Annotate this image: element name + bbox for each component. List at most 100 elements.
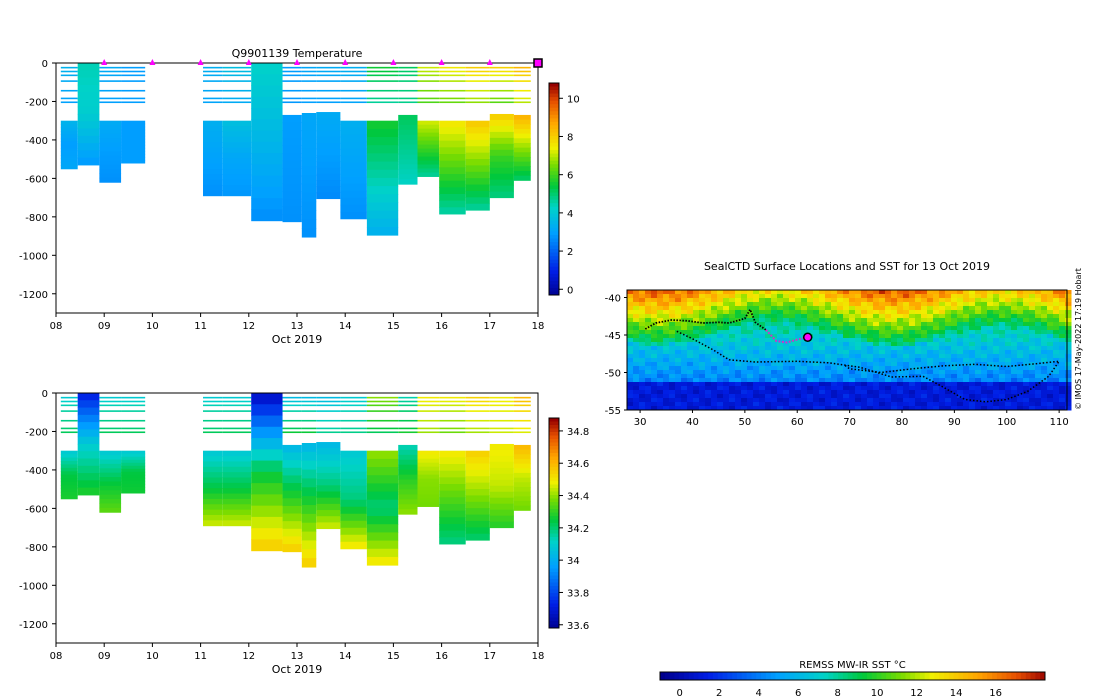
- colorbar-tick-label: 10: [567, 94, 580, 105]
- colorbar-segment: [549, 136, 559, 141]
- sst-cell: [1053, 310, 1060, 315]
- sst-cell: [969, 366, 976, 371]
- colorbar-segment: [549, 572, 559, 576]
- profile-cell: [251, 130, 283, 143]
- profile-cell: [77, 393, 100, 401]
- sst-cell: [663, 366, 670, 371]
- shallow-sample-line: [60, 396, 78, 399]
- profile-cell: [99, 477, 122, 482]
- colorbar-segment: [549, 280, 559, 285]
- shallow-sample-line: [301, 431, 317, 434]
- profile-cell: [301, 451, 317, 462]
- sst-cell: [975, 370, 982, 375]
- sst-cell: [747, 374, 754, 379]
- sst-cell: [945, 330, 952, 335]
- sst-cell: [819, 370, 826, 375]
- sst-cell: [1023, 370, 1030, 375]
- sst-cell: [729, 330, 736, 335]
- profile-cell: [282, 191, 302, 200]
- sst-cell: [645, 294, 652, 299]
- sst-cell: [681, 294, 688, 299]
- sst-cell: [681, 290, 688, 295]
- sst-cell: [735, 338, 742, 343]
- sst-cell: [1005, 330, 1012, 335]
- sst-cell: [759, 294, 766, 299]
- profile-cell: [222, 136, 252, 143]
- map-colorbar-segment: [684, 672, 690, 680]
- sst-cell: [1041, 362, 1048, 367]
- sst-cell: [1029, 406, 1036, 411]
- sst-cell: [1047, 386, 1054, 391]
- profile-cell: [301, 496, 317, 506]
- shallow-sample-line: [439, 70, 466, 73]
- sst-cell: [657, 378, 664, 383]
- sst-cell: [741, 310, 748, 315]
- profile-cell: [203, 477, 223, 484]
- profile-cell: [316, 510, 341, 517]
- sst-cell: [927, 310, 934, 315]
- sst-cell: [675, 290, 682, 295]
- sst-cell: [1023, 354, 1030, 359]
- profile-cell: [282, 206, 302, 215]
- profile-cell: [417, 124, 440, 130]
- sst-cell: [837, 314, 844, 319]
- sst-cell: [933, 338, 940, 343]
- sst-cell: [711, 394, 718, 399]
- sst-cell: [687, 342, 694, 347]
- sst-cell: [879, 338, 886, 343]
- sst-cell: [639, 390, 646, 395]
- profile-cell: [417, 136, 440, 142]
- sst-cell: [831, 370, 838, 375]
- sst-cell: [1053, 394, 1060, 399]
- profile-cell: [316, 130, 341, 138]
- sst-cell: [807, 354, 814, 359]
- sst-cell: [723, 330, 730, 335]
- profile-cell: [465, 203, 490, 211]
- sst-cell: [627, 294, 634, 299]
- shallow-sample-line: [222, 66, 252, 69]
- sst-cell: [735, 346, 742, 351]
- sst-cell: [957, 362, 964, 367]
- sst-cell: [1029, 294, 1036, 299]
- sst-cell: [999, 290, 1006, 295]
- sst-cell: [783, 346, 790, 351]
- sst-cell: [1011, 306, 1018, 311]
- sst-cell: [981, 322, 988, 327]
- sst-cell: [987, 326, 994, 331]
- sst-cell: [987, 366, 994, 371]
- sst-cell: [735, 318, 742, 323]
- sst-cell: [1035, 338, 1042, 343]
- shallow-sample-line: [398, 419, 418, 422]
- profile-cell: [203, 504, 223, 511]
- sst-cell: [891, 346, 898, 351]
- profile-cell: [251, 494, 283, 507]
- sst-cell: [855, 318, 862, 323]
- sst-cell: [687, 382, 694, 387]
- sst-cell: [831, 402, 838, 407]
- profile-cell: [222, 488, 252, 495]
- sst-cell: [975, 302, 982, 307]
- sst-cell: [645, 366, 652, 371]
- sst-cell: [651, 290, 658, 295]
- sst-cell: [969, 350, 976, 355]
- shallow-sample-line: [513, 410, 531, 412]
- profile-cell: [417, 478, 440, 484]
- shallow-sample-line: [398, 66, 418, 69]
- sst-cell: [711, 310, 718, 315]
- sst-cell: [1005, 290, 1012, 295]
- shallow-sample-line: [366, 70, 399, 73]
- sst-cell: [927, 298, 934, 303]
- profile-cell: [439, 193, 466, 202]
- sst-cell: [999, 298, 1006, 303]
- profile-cell: [60, 161, 78, 166]
- map-frame: [626, 289, 1068, 411]
- profile-cell: [121, 465, 146, 470]
- sst-cell: [939, 326, 946, 331]
- sst-cell: [777, 318, 784, 323]
- sst-cell: [675, 354, 682, 359]
- sst-cell: [831, 350, 838, 355]
- sst-cell: [717, 346, 724, 351]
- sst-cell: [957, 346, 964, 351]
- sst-cell: [729, 322, 736, 327]
- sst-cell: [897, 382, 904, 387]
